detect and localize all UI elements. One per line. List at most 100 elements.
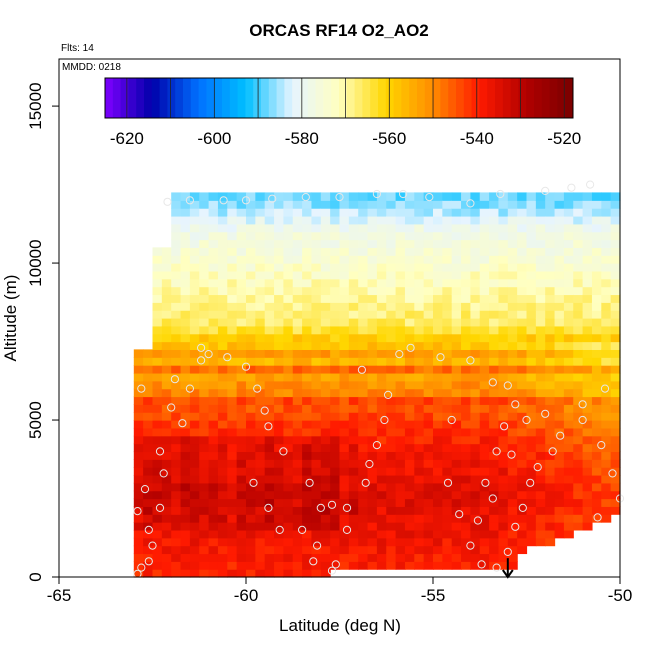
heatmap-cell: [199, 318, 210, 327]
heatmap-cell: [302, 553, 313, 562]
heatmap-cell: [535, 294, 546, 303]
heatmap-cell: [320, 396, 331, 405]
heatmap-cell: [479, 349, 490, 358]
heatmap-cell: [171, 341, 182, 350]
heatmap-cell: [320, 482, 331, 492]
heatmap-cell: [554, 490, 565, 500]
heatmap-cell: [610, 435, 621, 445]
heatmap-cell: [507, 365, 518, 374]
heatmap-cell: [545, 435, 556, 445]
heatmap-cell: [545, 302, 556, 311]
heatmap-cell: [545, 412, 556, 421]
track-point: [496, 189, 505, 199]
heatmap-cell: [423, 506, 434, 515]
heatmap-cell: [302, 435, 313, 445]
track-point: [241, 362, 251, 371]
heatmap-cell: [535, 412, 546, 421]
heatmap-cell: [180, 263, 191, 272]
track-point: [380, 415, 389, 425]
heatmap-cell: [302, 255, 313, 264]
colorbar-swatch: [526, 78, 535, 118]
heatmap-cell: [526, 529, 537, 539]
heatmap-cell: [236, 302, 247, 311]
heatmap-cell: [274, 451, 284, 460]
heatmap-cell: [161, 278, 172, 288]
heatmap-cell: [582, 294, 593, 303]
heatmap-cell: [601, 498, 612, 507]
heatmap-cell: [143, 459, 154, 468]
heatmap-cell: [414, 357, 425, 366]
heatmap-cell: [320, 506, 331, 515]
heatmap-cell: [545, 278, 556, 288]
heatmap-cell: [442, 239, 453, 248]
heatmap-cell: [563, 388, 574, 398]
heatmap-cell: [199, 435, 210, 445]
heatmap-cell: [610, 380, 621, 390]
heatmap-cell: [320, 341, 331, 350]
heatmap-cell: [302, 482, 313, 492]
heatmap-cell: [545, 270, 556, 280]
heatmap-cell: [143, 412, 154, 421]
heatmap-cell: [311, 435, 322, 445]
heatmap-cell: [311, 545, 322, 555]
heatmap-cell: [376, 247, 387, 256]
heatmap-cell: [236, 380, 247, 390]
heatmap-cell: [563, 208, 574, 217]
heatmap-cell: [199, 545, 210, 555]
heatmap-cell: [376, 459, 387, 468]
heatmap-cell: [217, 208, 228, 217]
heatmap-cell: [274, 255, 284, 264]
heatmap-cell: [264, 545, 275, 555]
heatmap-cell: [489, 522, 500, 531]
heatmap-cell: [199, 412, 210, 421]
heatmap-cell: [386, 412, 397, 421]
track-point: [541, 186, 550, 195]
heatmap-cell: [433, 341, 443, 350]
heatmap-cell: [479, 412, 490, 421]
heatmap-cell: [591, 294, 602, 303]
heatmap-cell: [395, 349, 406, 358]
heatmap-cell: [545, 522, 556, 531]
heatmap-cell: [161, 341, 172, 350]
heatmap-cell: [348, 215, 359, 225]
heatmap-cell: [610, 490, 621, 500]
heatmap-cell: [573, 310, 584, 319]
heatmap-cell: [535, 506, 546, 515]
heatmap-cell: [573, 459, 584, 468]
heatmap-cell: [320, 404, 331, 413]
heatmap-cell: [339, 318, 350, 327]
colorbar-swatch: [167, 78, 176, 118]
heatmap-cell: [395, 310, 406, 319]
heatmap-cell: [535, 474, 546, 484]
heatmap-cell: [208, 451, 219, 460]
heatmap-cell: [302, 537, 313, 547]
heatmap-cell: [255, 474, 266, 484]
heatmap-cell: [376, 388, 387, 398]
heatmap-cell: [386, 427, 397, 437]
heatmap-cell: [610, 396, 621, 405]
heatmap-cell: [348, 388, 359, 398]
colorbar-tick-label: -560: [372, 129, 406, 148]
heatmap-cell: [180, 372, 191, 382]
heatmap-cell: [451, 388, 462, 398]
heatmap-cell: [264, 553, 275, 562]
heatmap-cell: [376, 553, 387, 562]
heatmap-cell: [535, 192, 546, 201]
heatmap-cell: [330, 192, 341, 201]
heatmap-cell: [208, 467, 219, 476]
heatmap-cell: [582, 522, 593, 531]
heatmap-cell: [208, 514, 219, 523]
heatmap-cell: [507, 482, 518, 492]
heatmap-cell: [517, 223, 528, 233]
heatmap-cell: [507, 388, 518, 398]
heatmap-cell: [180, 396, 191, 405]
heatmap-cell: [470, 553, 481, 562]
heatmap-cell: [414, 318, 425, 327]
heatmap-cell: [292, 333, 303, 343]
heatmap-cell: [217, 498, 228, 507]
heatmap-cell: [479, 286, 490, 296]
heatmap-cell: [517, 341, 528, 350]
heatmap-cell: [367, 239, 378, 248]
track-point: [357, 365, 366, 374]
heatmap-cell: [489, 247, 500, 256]
